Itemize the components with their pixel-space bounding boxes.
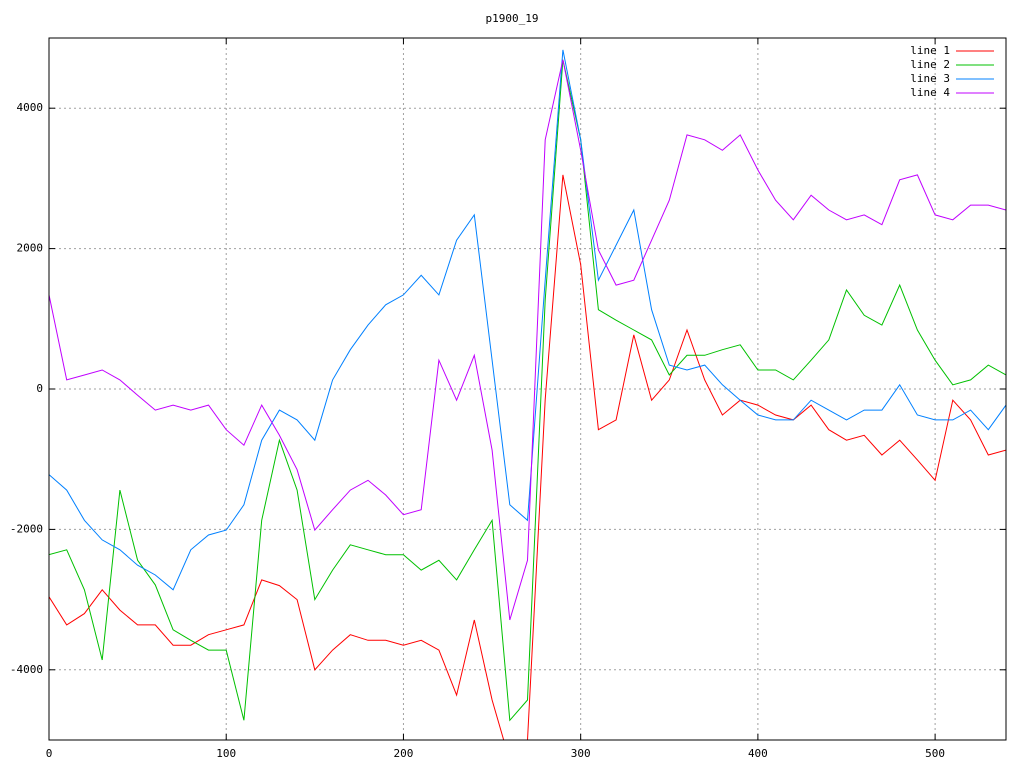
y-tick-label: -2000 <box>10 522 43 535</box>
legend-label: line 3 <box>910 72 950 85</box>
legend-label: line 4 <box>910 86 950 99</box>
series-line <box>49 49 1006 591</box>
y-tick-label: -4000 <box>10 663 43 676</box>
x-tick-label: 100 <box>216 747 236 760</box>
series-line <box>49 59 1006 621</box>
x-tick-label: 400 <box>748 747 768 760</box>
x-tick-label: 0 <box>46 747 53 760</box>
y-tick-label: 0 <box>36 382 43 395</box>
legend-label: line 1 <box>910 44 950 57</box>
lines <box>49 49 1006 740</box>
series-line <box>49 174 1006 740</box>
chart-title: p1900_19 <box>486 12 539 25</box>
x-tick-label: 200 <box>394 747 414 760</box>
ticks: -4000 -2000 0 2000 4000 0 100 200 300 400 500 <box>10 38 1006 760</box>
series-line <box>49 59 1006 722</box>
x-tick-label: 300 <box>571 747 591 760</box>
legend-label: line 2 <box>910 58 950 71</box>
y-tick-label: 4000 <box>17 101 44 114</box>
x-tick-label: 500 <box>925 747 945 760</box>
y-tick-label: 2000 <box>17 242 44 255</box>
